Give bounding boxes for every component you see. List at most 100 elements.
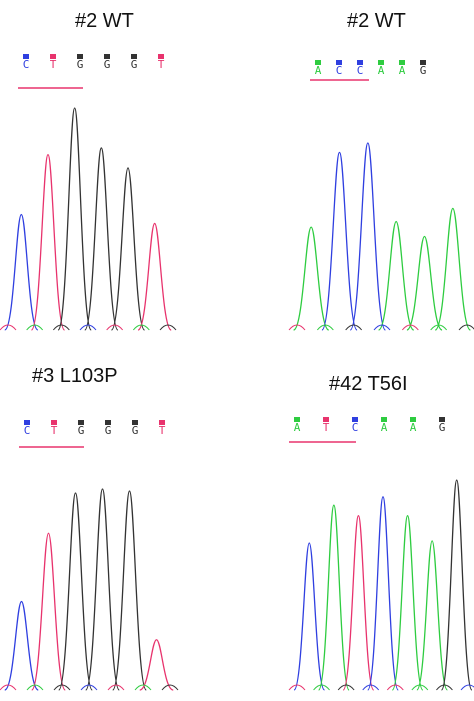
base-marker-C	[24, 420, 30, 425]
trace-peak-C	[321, 151, 358, 331]
base-marker-A	[315, 60, 321, 65]
trace-peak-A	[377, 220, 415, 331]
trace-plot	[0, 488, 179, 691]
trace-noise	[26, 684, 44, 691]
trace-noise	[53, 684, 71, 691]
trace-noise	[313, 684, 330, 691]
chromatogram-2-svg: #2 WT A C C A A G	[288, 10, 474, 331]
base-letter: T	[158, 58, 165, 71]
trace-peak-A	[317, 504, 350, 691]
base-marker-G	[132, 420, 138, 425]
base-marker-C	[336, 60, 342, 65]
panel-title: #2 WT	[75, 10, 134, 32]
trace-noise	[345, 324, 363, 331]
trace-peak-G	[440, 479, 473, 691]
trace-peak-A	[292, 226, 330, 331]
chromatogram-4-svg: #42 T56I A T C A A G	[288, 373, 474, 691]
trace-noise	[79, 324, 97, 331]
base-letter: A	[381, 421, 388, 434]
trace-noise	[288, 684, 306, 691]
base-letter: T	[51, 424, 58, 437]
trace-noise	[436, 684, 453, 691]
base-marker-G	[78, 420, 84, 425]
trace-peak-T	[139, 639, 174, 691]
trace-noise	[288, 324, 306, 331]
trace-noise	[430, 324, 448, 331]
trace-noise	[134, 684, 152, 691]
trace-peak-G	[84, 147, 119, 331]
trace-peak-T	[342, 515, 375, 691]
base-letter: C	[352, 421, 359, 434]
trace-noise	[132, 324, 150, 331]
trace-peak-C	[349, 142, 387, 331]
chromatogram-panel-1: #2 WT C T G G G T	[0, 0, 237, 350]
trace-peak-A	[434, 207, 472, 331]
trace-peak-C	[4, 213, 39, 331]
trace-peak-T	[30, 153, 66, 331]
base-letter: T	[50, 58, 57, 71]
base-letter: G	[105, 424, 112, 437]
trace-peak-C	[367, 496, 399, 691]
base-letter: C	[23, 58, 30, 71]
chromatogram-panel-4: #42 T56I A T C A A G	[237, 350, 474, 700]
base-letter: T	[323, 421, 330, 434]
base-letter: A	[410, 421, 417, 434]
trace-noise	[337, 684, 355, 691]
base-letter: G	[439, 421, 446, 434]
trace-noise	[401, 324, 419, 331]
base-marker-T	[158, 54, 164, 59]
panel-title: #3 L103P	[32, 365, 118, 387]
trace-noise	[316, 324, 334, 331]
base-letter: C	[357, 64, 364, 77]
base-letter: A	[315, 64, 322, 77]
trace-plot	[0, 107, 177, 331]
trace-noise	[0, 324, 17, 331]
trace-noise	[159, 324, 177, 331]
chromatogram-panel-3: #3 L103P C T G G G T	[0, 350, 237, 700]
base-marker-A	[399, 60, 405, 65]
base-letter: C	[336, 64, 343, 77]
base-marker-C	[352, 417, 358, 422]
trace-noise	[460, 684, 474, 691]
base-marker-T	[51, 420, 57, 425]
base-marker-T	[159, 420, 165, 425]
chromatogram-panel-2: #2 WT A C C A A G	[237, 0, 474, 350]
trace-peak-G	[85, 488, 120, 691]
trace-peak-T	[31, 532, 66, 691]
trace-noise	[362, 684, 380, 691]
base-letter: A	[378, 64, 385, 77]
trace-peak-G	[57, 107, 92, 331]
panel-title: #2 WT	[347, 10, 406, 32]
base-letter: G	[104, 58, 111, 71]
base-marker-A	[381, 417, 387, 422]
base-marker-A	[410, 417, 416, 422]
trace-peak-G	[112, 490, 147, 691]
trace-noise	[26, 324, 44, 331]
trace-peak-A	[406, 235, 443, 331]
base-letter: G	[420, 64, 427, 77]
chromatogram-1-svg: #2 WT C T G G G T	[0, 10, 177, 331]
base-marker-T	[323, 417, 329, 422]
trace-noise	[386, 684, 404, 691]
trace-peak-A	[416, 540, 449, 691]
trace-noise	[107, 684, 125, 691]
trace-noise	[161, 684, 179, 691]
trace-noise	[80, 684, 98, 691]
trace-noise	[52, 324, 70, 331]
base-letter: A	[294, 421, 301, 434]
base-letter: A	[399, 64, 406, 77]
base-marker-A	[378, 60, 384, 65]
trace-plot	[288, 142, 474, 331]
base-letter: G	[131, 58, 138, 71]
base-letter: C	[24, 424, 31, 437]
base-marker-T	[50, 54, 56, 59]
panel-title: #42 T56I	[329, 373, 408, 395]
base-marker-G	[104, 54, 110, 59]
base-marker-G	[420, 60, 426, 65]
trace-noise	[0, 684, 17, 691]
trace-noise	[458, 324, 474, 331]
